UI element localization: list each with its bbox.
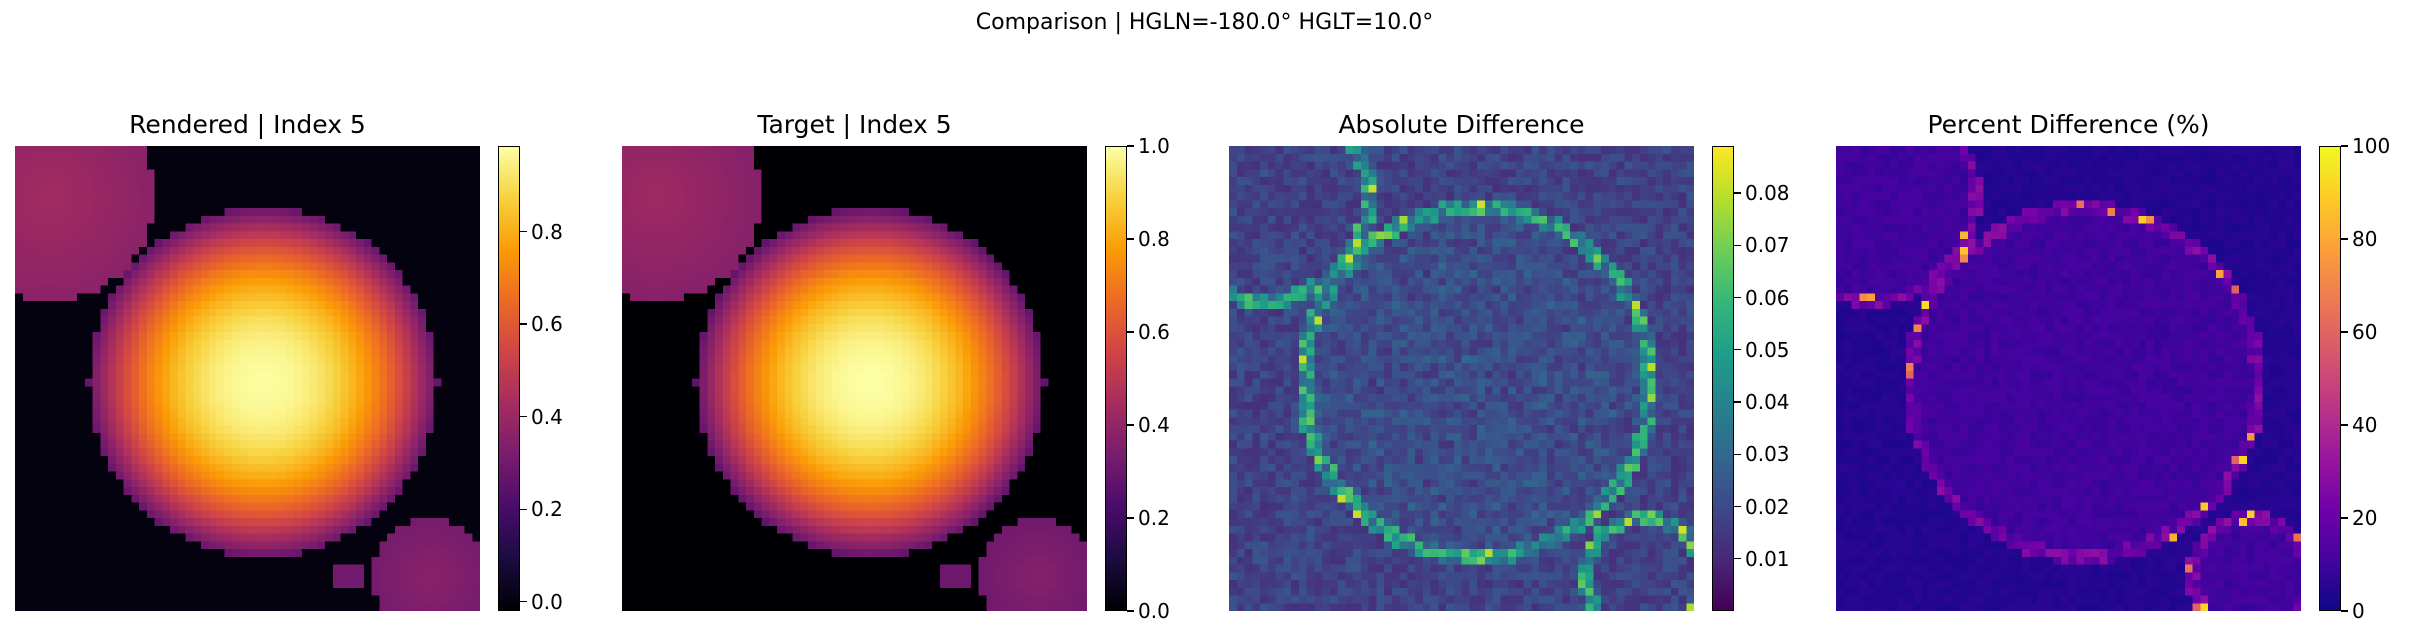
heatmap-image: [1229, 146, 1694, 611]
colorbar-tick-label: 0.03: [1745, 442, 1790, 467]
colorbar: [2319, 146, 2341, 611]
heatmap-canvas: [1229, 146, 1694, 611]
colorbar-tick-label: 0.04: [1745, 390, 1790, 414]
colorbar-tick-label: 0.08: [1745, 181, 1790, 206]
heatmap-canvas: [15, 146, 480, 611]
colorbar-tick-label: 0.2: [1138, 506, 1170, 530]
colorbar-ticks: 0.0 0.2 0.4 0.6 0.8 1.0: [1127, 134, 1217, 623]
colorbar-tick-label: 0.07: [1745, 233, 1790, 258]
colorbar-tick-label: 0.2: [531, 497, 563, 522]
heatmap-canvas: [622, 146, 1087, 611]
colorbar-tick-label: 0.02: [1745, 494, 1790, 519]
panel-title: Rendered | Index 5: [129, 110, 366, 139]
colorbar: [1105, 146, 1127, 611]
colorbar-ticks: 0.0 0.2 0.4 0.6 0.8: [520, 146, 610, 614]
figure-suptitle: Comparison | HGLN=-180.0° HGLT=10.0°: [975, 10, 1434, 35]
panel-absolute-difference: Absolute Difference 0.01 0.02 0.03 0.04 0.05…: [1229, 100, 1829, 620]
colorbar: [1712, 146, 1734, 611]
colorbar-tick-label: 0: [2352, 599, 2365, 623]
colorbar-tick-label: 0.01: [1745, 546, 1790, 571]
heatmap-image: [622, 146, 1087, 611]
colorbar-tick-label: 0.05: [1745, 337, 1790, 362]
colorbar-tick-label: 0.8: [1138, 227, 1170, 251]
colorbar-tick-label: 0.6: [531, 312, 563, 337]
colorbar-tick-label: 60: [2352, 320, 2378, 344]
colorbar-tick-label: 0.4: [531, 404, 563, 429]
colorbar-tick-label: 0.4: [1138, 413, 1170, 437]
colorbar-ticks: 0.01 0.02 0.03 0.04 0.05 0.06 0.07 0.08: [1734, 146, 1824, 611]
colorbar-tick-label: 20: [2352, 506, 2378, 530]
heatmap-canvas: [1836, 146, 2301, 611]
panel-title: Target | Index 5: [757, 110, 952, 139]
colorbar: [498, 146, 520, 611]
panel-title: Absolute Difference: [1338, 110, 1585, 139]
colorbar-tick-label: 80: [2352, 227, 2378, 251]
colorbar-tick-label: 1.0: [1138, 134, 1170, 158]
colorbar-tick-label: 100: [2352, 134, 2391, 158]
heatmap-image: [15, 146, 480, 611]
colorbar-tick-label: 0.0: [531, 589, 563, 614]
colorbar-ticks: 0 20 40 60 80 100: [2341, 134, 2409, 623]
colorbar-tick-label: 0.0: [1138, 599, 1170, 623]
panel-rendered: Rendered | Index 5 0.0 0.2 0.4 0.6 0.8: [15, 100, 615, 620]
panel-percent-difference: Percent Difference (%) 0 20 40 60 80 100: [1836, 100, 2409, 623]
colorbar-tick-label: 0.6: [1138, 320, 1170, 344]
panel-title: Percent Difference (%): [1927, 110, 2210, 139]
panel-target: Target | Index 5 0.0 0.2 0.4 0.6 0.8 1.0: [622, 100, 1222, 623]
colorbar-tick-label: 0.06: [1745, 285, 1790, 310]
colorbar-tick-label: 40: [2352, 413, 2378, 437]
colorbar-tick-label: 0.8: [531, 219, 563, 244]
heatmap-image: [1836, 146, 2301, 611]
